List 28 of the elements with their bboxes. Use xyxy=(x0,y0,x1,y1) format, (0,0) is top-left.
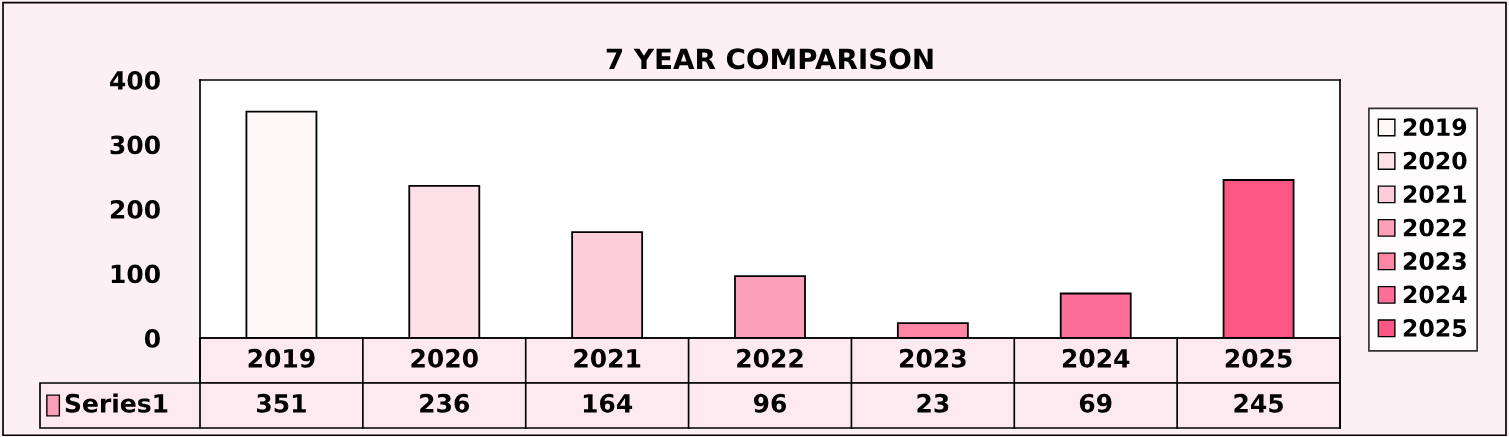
x-tick-label: 2025 xyxy=(1225,348,1292,368)
y-tick-label: 200 xyxy=(110,199,160,219)
category-label: 2019 xyxy=(1403,118,1467,137)
data-label: 164 xyxy=(583,393,633,413)
x-tick-label: 2022 xyxy=(737,348,803,368)
category-label: 2022 xyxy=(1403,218,1466,237)
x-tick-label: 2023 xyxy=(900,348,966,368)
y-tick-label: 300 xyxy=(110,135,160,155)
category-label: 2024 xyxy=(1403,285,1467,304)
data-label: 96 xyxy=(753,393,787,413)
category-label: 2025 xyxy=(1403,319,1467,337)
y-tick-label: 100 xyxy=(111,264,160,284)
data-label: 23 xyxy=(917,393,949,413)
category-label: 2020 xyxy=(1403,151,1467,170)
x-tick-label: 2021 xyxy=(574,348,641,368)
legend-label: Series1 xyxy=(65,393,168,413)
x-tick-label: 2019 xyxy=(248,348,315,368)
y-tick-label: 0 xyxy=(144,328,160,348)
category-label: 2021 xyxy=(1403,185,1467,204)
data-label: 351 xyxy=(257,393,306,413)
y-tick-label: 400 xyxy=(110,70,160,90)
data-label: 236 xyxy=(420,393,470,413)
chart-title: 7 YEAR COMPARISON xyxy=(606,48,933,70)
x-tick-label: 2024 xyxy=(1062,348,1130,368)
data-label: 245 xyxy=(1234,393,1283,413)
data-label: 69 xyxy=(1079,393,1112,413)
category-label: 2023 xyxy=(1403,252,1466,270)
x-tick-label: 2020 xyxy=(411,348,478,368)
